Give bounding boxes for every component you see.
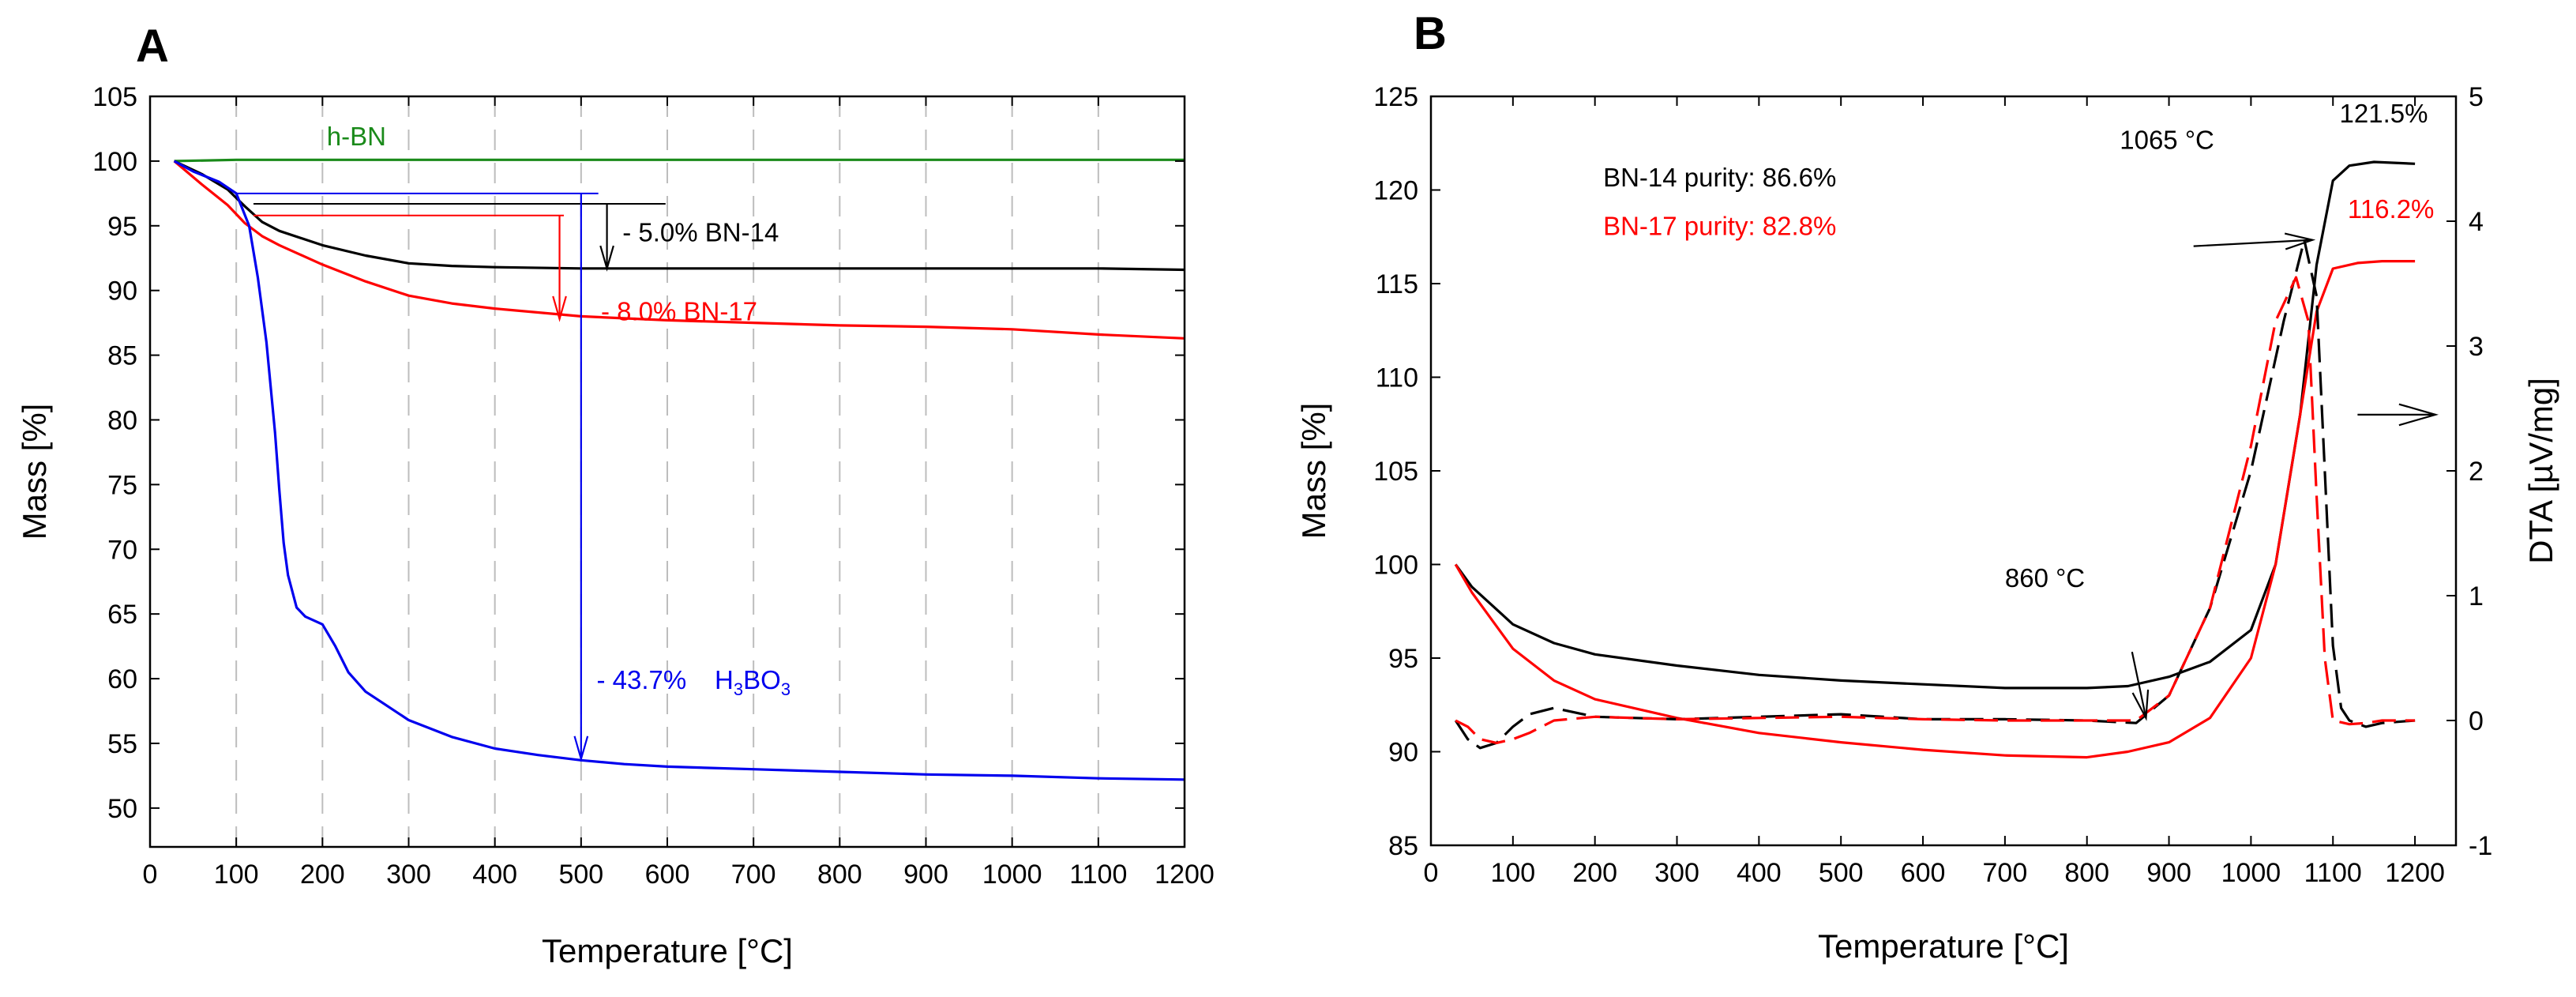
panel-a-label: A (136, 21, 169, 72)
y-tick-label: 95 (1388, 644, 1418, 674)
panel-b-series (1454, 160, 2416, 759)
y-tick-label: 75 (107, 470, 137, 500)
y-tick-label: 65 (107, 600, 137, 630)
label-bn14-mass-loss: - 5.0% BN-14 (622, 217, 779, 246)
label-860c: 860 °C (2005, 563, 2085, 593)
x-tick-label: 1100 (1069, 860, 1127, 890)
label-h3bo3: H3BO3 (715, 665, 790, 699)
y-tick-label: 120 (1373, 176, 1418, 206)
y-tick-label: 110 (1376, 363, 1418, 393)
y2-tick-label: 3 (2469, 332, 2484, 362)
y2-tick-label: 2 (2469, 457, 2484, 487)
x-tick-label: 700 (1983, 858, 2028, 888)
x-tick-label: 1200 (1155, 860, 1215, 890)
label-121-5-percent: 121.5% (2340, 99, 2428, 128)
panel-a-gridlines (235, 96, 1099, 847)
series-bn-17 (173, 160, 1185, 340)
label-1065c: 1065 °C (2120, 125, 2214, 154)
panel-a-y-axis-label: Mass [%] (16, 404, 53, 540)
y-tick-label: 90 (1388, 738, 1418, 768)
y-tick-label: 60 (107, 664, 137, 694)
series-bn-14-tg (1454, 160, 2416, 690)
y2-tick-label: 0 (2469, 706, 2484, 736)
y2-tick-label: 4 (2469, 207, 2484, 237)
series-h3bo3 (173, 160, 1185, 781)
panel-b-y-axis-label: Mass [%] (1295, 403, 1332, 540)
panel-a-ticks: 0 100 200 300 400 500 600 700 800 900 1000 1100 1200… (92, 82, 1215, 890)
x-tick-label: 200 (300, 860, 345, 890)
x-tick-label: 100 (1490, 858, 1535, 888)
series-h-bn (174, 158, 1185, 163)
label-116-2-percent: 116.2% (2348, 194, 2434, 224)
x-tick-label: 1000 (2221, 858, 2281, 888)
x-tick-label: 200 (1572, 858, 1617, 888)
panel-b-y2-axis-label: DTA [µV/mg] (2522, 378, 2559, 564)
x-tick-label: 500 (558, 860, 603, 890)
label-h3bo3-mass-loss: - 43.7% (596, 665, 686, 694)
x-tick-label: 1200 (2385, 858, 2445, 888)
y-tick-label: 100 (92, 147, 137, 177)
h3bo3-arrow-head (573, 736, 589, 762)
panel-a-series (173, 158, 1185, 781)
x-tick-label: 900 (903, 860, 948, 890)
x-tick-label: 400 (1737, 858, 1782, 888)
panel-b-annotation-lines (2131, 232, 2439, 721)
y-tick-label: 80 (107, 405, 137, 435)
y-tick-label: 95 (107, 212, 137, 242)
x-tick-label: 700 (731, 860, 776, 890)
series-bn-17-dta (1455, 276, 2416, 745)
label-h-bn: h-BN (327, 122, 386, 151)
panel-a-annotation-lines (236, 192, 666, 762)
y-tick-label: 125 (1373, 82, 1418, 112)
y2-tick-label: 5 (2469, 82, 2484, 112)
860c-arrow-head (2131, 689, 2150, 721)
1065c-arrow (2193, 239, 2313, 247)
y-tick-label: 50 (107, 794, 137, 824)
x-tick-label: 800 (2064, 858, 2109, 888)
x-tick-label: 600 (645, 860, 690, 890)
series-bn-14-dta (1454, 239, 2416, 750)
y-tick-label: 85 (107, 341, 137, 371)
y-tick-label: 105 (92, 82, 137, 112)
1065c-arrow-head (2284, 232, 2316, 250)
panel-b-ticks: 0 100 200 300 400 500 600 700 800 900 1000 1100 1200… (1373, 82, 2492, 888)
x-tick-label: 1100 (2304, 858, 2362, 888)
series-bn-17-tg (1454, 260, 2416, 759)
panel-b: B 0 100 200 300 400 500 600 700 800 900 1000 1100 12… (1295, 8, 2559, 965)
y-tick-label: 90 (107, 277, 137, 307)
y-tick-label: 115 (1376, 269, 1418, 299)
x-tick-label: 800 (817, 860, 862, 890)
y-tick-label: 55 (107, 729, 137, 759)
y-tick-label: 85 (1388, 831, 1418, 861)
x-tick-label: 100 (214, 860, 259, 890)
x-tick-label: 0 (143, 860, 158, 890)
x-tick-label: 1000 (982, 860, 1042, 890)
label-bn14-purity: BN-14 purity: 86.6% (1603, 163, 1836, 192)
x-tick-label: 300 (386, 860, 431, 890)
label-bn17-mass-loss: - 8.0% BN-17 (601, 296, 757, 325)
x-tick-label: 900 (2146, 858, 2191, 888)
y-tick-label: 105 (1373, 457, 1418, 487)
panel-b-label: B (1414, 8, 1447, 59)
panel-b-plot-frame (1429, 95, 2458, 847)
panel-a: A 0 100 200 300 400 500 600 700 800 900 1000 1100 12… (16, 21, 1215, 969)
x-tick-label: 0 (1424, 858, 1439, 888)
x-tick-label: 400 (472, 860, 517, 890)
x-tick-label: 300 (1654, 858, 1699, 888)
label-bn17-purity: BN-17 purity: 82.8% (1603, 211, 1836, 240)
x-tick-label: 600 (1901, 858, 1946, 888)
y-tick-label: 100 (1373, 551, 1418, 581)
y-tick-label: 70 (107, 535, 137, 565)
860c-arrow (2131, 651, 2147, 719)
panel-b-x-axis-label: Temperature [°C] (1818, 927, 2069, 965)
x-tick-label: 500 (1819, 858, 1864, 888)
y2-tick-label: -1 (2469, 831, 2492, 861)
y2-tick-label: 1 (2469, 581, 2484, 611)
bn17-arrow-head (552, 295, 567, 322)
panel-a-x-axis-label: Temperature [°C] (542, 932, 793, 969)
bn14-arrow-head (599, 245, 614, 272)
dta-axis-arrow-head (2398, 403, 2439, 427)
series-bn-14 (173, 160, 1185, 272)
